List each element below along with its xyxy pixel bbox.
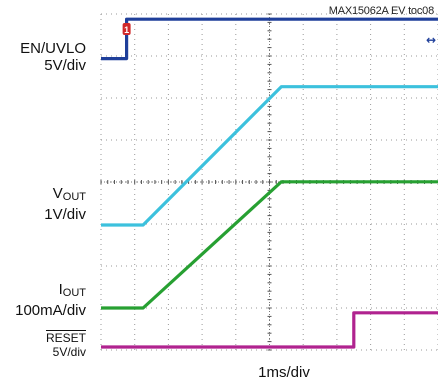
label-reset-main: RESET — [45, 331, 86, 345]
chart-title: MAX15062A EV toc08 — [328, 5, 434, 17]
trigger-arrow-icon: ↔ — [426, 33, 436, 47]
trace-reset — [101, 311, 438, 349]
label-reset: RESET 5V/div — [46, 331, 86, 359]
trigger-marker-icon — [122, 23, 131, 35]
trace-iout — [101, 180, 438, 310]
label-vout: VOUT 1V/div — [44, 185, 86, 223]
label-reset-scale: 5V/div — [52, 345, 86, 359]
label-vout-main: V — [52, 185, 63, 202]
label-iout-main: I — [58, 281, 63, 298]
label-iout-sub: OUT — [62, 287, 86, 299]
label-vout-sub: OUT — [62, 191, 86, 203]
trigger-marker-label: 1 — [124, 25, 129, 35]
label-en-uvlo: EN/UVLO 5V/div — [20, 40, 86, 74]
label-vout-scale: 1V/div — [44, 206, 86, 223]
label-en-uvlo-main: EN/UVLO — [20, 40, 86, 57]
x-axis-label: 1ms/div — [258, 364, 310, 381]
trace-vout — [101, 85, 438, 227]
label-iout-scale: 100mA/div — [15, 302, 86, 319]
trace-en — [101, 17, 438, 61]
label-en-uvlo-scale: 5V/div — [44, 57, 86, 74]
label-iout: IOUT 100mA/div — [15, 281, 86, 319]
